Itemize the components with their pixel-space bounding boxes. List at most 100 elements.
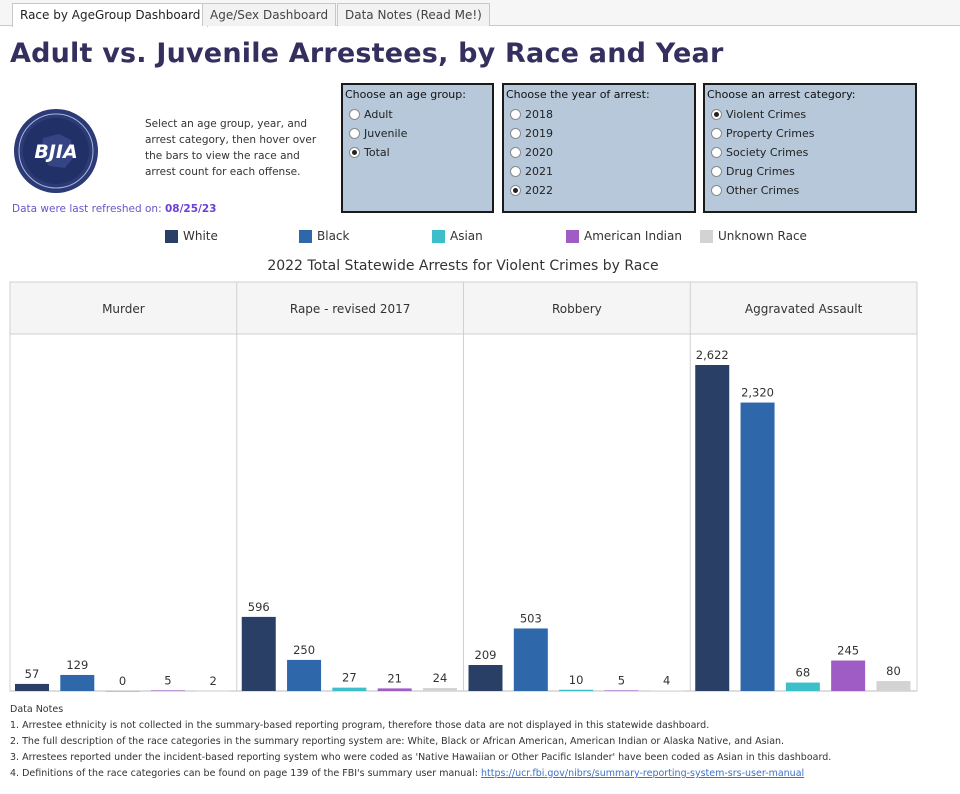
year-option-2019[interactable]: 2019: [506, 124, 692, 143]
bjia-logo: BJIA: [14, 109, 98, 193]
bar-value-label: 596: [248, 600, 270, 614]
year-option-2018[interactable]: 2018: [506, 105, 692, 124]
bar-american-indian: [377, 688, 412, 691]
category-option-property[interactable]: Property Crimes: [707, 124, 913, 143]
legend-swatch-unknown-race: [700, 229, 713, 243]
radio-icon[interactable]: [711, 166, 722, 177]
category-option-other[interactable]: Other Crimes: [707, 181, 913, 200]
bar-american-indian: [150, 690, 185, 691]
bar-value-label: 68: [796, 666, 811, 680]
year-option-label: 2021: [525, 165, 553, 178]
category-filter-title: Choose an arrest category:: [707, 88, 856, 101]
radio-selected-icon[interactable]: [711, 109, 722, 120]
legend-item-unknown-race[interactable]: Unknown Race: [700, 228, 807, 244]
category-option-violent[interactable]: Violent Crimes: [707, 105, 913, 124]
radio-selected-icon[interactable]: [510, 185, 521, 196]
panel-header-label: Rape - revised 2017: [290, 302, 410, 316]
radio-icon[interactable]: [711, 128, 722, 139]
tab-race-by-agegroup[interactable]: Race by AgeGroup Dashboard: [12, 3, 209, 27]
chart-title: 2022 Total Statewide Arrests for Violent…: [267, 258, 659, 274]
radio-icon[interactable]: [349, 109, 360, 120]
bar-black: [60, 674, 95, 691]
age-option-label: Total: [364, 146, 390, 159]
legend-item-american-indian[interactable]: American Indian: [566, 228, 682, 244]
legend-item-white[interactable]: White: [165, 228, 218, 244]
year-option-2021[interactable]: 2021: [506, 162, 692, 181]
legend-label: Unknown Race: [718, 229, 807, 243]
age-option-adult[interactable]: Adult: [345, 105, 490, 124]
bar-asian: [559, 689, 594, 691]
bar-value-label: 5: [618, 673, 625, 687]
bar-unknown-race: [422, 688, 457, 691]
fbi-manual-link[interactable]: https://ucr.fbi.gov/nibrs/summary-report…: [481, 768, 805, 779]
notes-heading: Data Notes: [10, 704, 64, 715]
note-line-1: 1. Arrestee ethnicity is not collected i…: [10, 720, 710, 731]
bar-value-label: 0: [119, 674, 126, 688]
bar-white: [695, 365, 730, 691]
tab-age-sex[interactable]: Age/Sex Dashboard: [202, 3, 337, 26]
data-notes: Data Notes 1. Arrestee ethnicity is not …: [10, 702, 831, 782]
category-option-drug[interactable]: Drug Crimes: [707, 162, 913, 181]
legend-label: Black: [317, 229, 350, 243]
radio-icon[interactable]: [711, 147, 722, 158]
legend-item-black[interactable]: Black: [299, 228, 349, 244]
bar-value-label: 209: [475, 648, 497, 662]
bar-asian: [332, 687, 367, 691]
legend-item-asian[interactable]: Asian: [432, 228, 483, 244]
bar-black: [513, 628, 548, 691]
bar-value-label: 4: [663, 674, 670, 688]
refresh-label: Data were last refreshed on:: [12, 203, 162, 215]
category-option-label: Other Crimes: [726, 184, 800, 197]
bar-black: [740, 402, 775, 691]
bar-value-label: 10: [569, 673, 584, 687]
bar-value-label: 2: [210, 674, 217, 688]
bar-white: [15, 683, 49, 691]
instructions-text: Select an age group, year, and arrest ca…: [145, 118, 317, 178]
radio-icon[interactable]: [510, 128, 521, 139]
bar-unknown-race: [196, 690, 231, 692]
category-option-label: Property Crimes: [726, 127, 815, 140]
radio-icon[interactable]: [510, 166, 521, 177]
radio-icon[interactable]: [711, 185, 722, 196]
panel-header-label: Aggravated Assault: [745, 302, 863, 316]
bar-value-label: 503: [520, 611, 542, 625]
bar-unknown-race: [876, 681, 911, 691]
radio-icon[interactable]: [510, 109, 521, 120]
bar-value-label: 245: [837, 644, 859, 658]
bar-chart: Murder 57 129 0 5 2 Rape - revised 2017 596 250 2…: [9, 281, 918, 692]
bar-value-label: 5: [164, 673, 171, 687]
page-title: Adult vs. Juvenile Arrestees, by Race an…: [10, 38, 724, 69]
legend-swatch-asian: [432, 229, 445, 243]
category-option-society[interactable]: Society Crimes: [707, 143, 913, 162]
bar-white: [241, 616, 276, 691]
tab-data-notes[interactable]: Data Notes (Read Me!): [337, 3, 490, 26]
legend-swatch-black: [299, 229, 312, 243]
note-line-4-text: 4. Definitions of the race categories ca…: [10, 768, 478, 779]
radio-icon[interactable]: [349, 128, 360, 139]
logo-text: BJIA: [34, 141, 77, 163]
bar-value-label: 2,320: [741, 386, 774, 400]
age-group-filter-title: Choose an age group:: [345, 88, 466, 101]
legend-swatch-american-indian: [566, 229, 579, 243]
year-option-2020[interactable]: 2020: [506, 143, 692, 162]
category-option-label: Drug Crimes: [726, 165, 795, 178]
bar-american-indian: [604, 690, 639, 691]
bar-asian: [785, 682, 820, 691]
tab-bar: Race by AgeGroup Dashboard Age/Sex Dashb…: [0, 0, 960, 27]
bar-value-label: 2,622: [696, 348, 729, 362]
age-option-juvenile[interactable]: Juvenile: [345, 124, 490, 143]
radio-selected-icon[interactable]: [349, 147, 360, 158]
bar-unknown-race: [649, 690, 684, 692]
radio-icon[interactable]: [510, 147, 521, 158]
age-option-total[interactable]: Total: [345, 143, 490, 162]
legend-label: Asian: [450, 229, 483, 243]
year-option-2022[interactable]: 2022: [506, 181, 692, 200]
category-option-label: Society Crimes: [726, 146, 809, 159]
bar-value-label: 27: [342, 671, 357, 685]
year-option-label: 2020: [525, 146, 553, 159]
bar-value-label: 21: [387, 671, 402, 685]
category-option-label: Violent Crimes: [726, 108, 807, 121]
bar-value-label: 57: [25, 667, 40, 681]
bar-american-indian: [831, 660, 866, 691]
note-line-3: 3. Arrestees reported under the incident…: [10, 752, 832, 763]
